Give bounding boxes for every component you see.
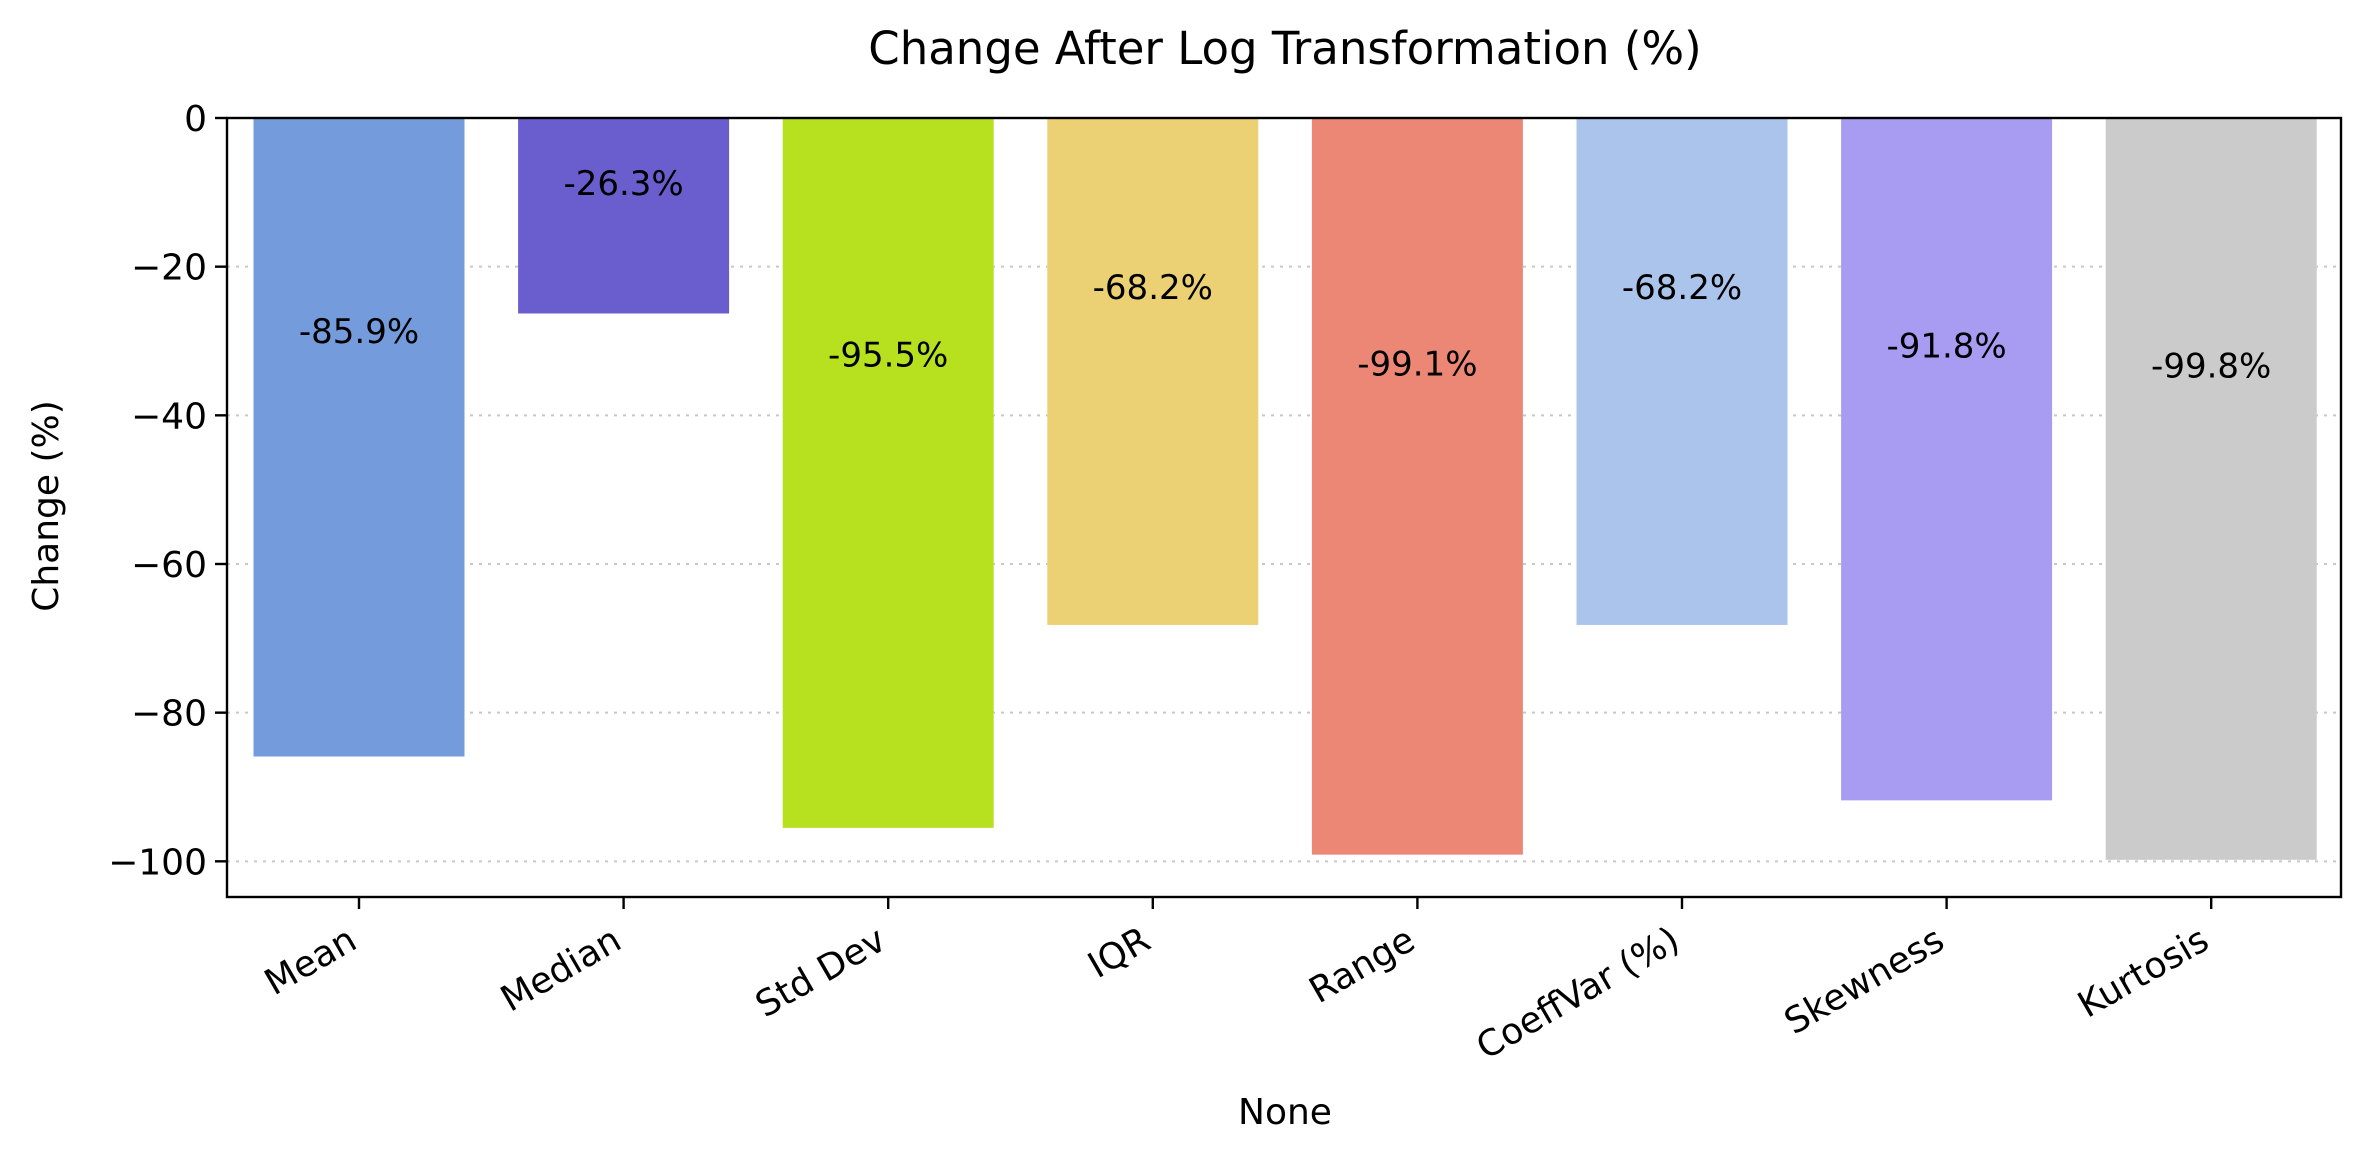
y-tick-label: −100 [108, 842, 207, 883]
x-tick-label: Skewness [1778, 919, 1951, 1043]
y-tick-label: −20 [131, 248, 207, 289]
data-labels: -85.9% -26.3% -95.5% -68.2% -99.1% -68.2% -91.… [299, 164, 2271, 386]
bar-kurtosis [2105, 118, 2317, 860]
x-axis-title: None [1238, 1092, 1332, 1133]
y-tick-label: −60 [131, 545, 207, 586]
y-axis-title: Change (%) [26, 400, 67, 612]
bar-skewness [1841, 118, 2053, 801]
plot-frame [225, 116, 2343, 899]
x-tick-label: Mean [258, 919, 363, 1004]
y-tick-label: −40 [131, 396, 207, 437]
bar-std-dev [782, 118, 994, 828]
x-tick-label: Median [494, 919, 628, 1020]
bar-median [518, 118, 730, 314]
x-tick-label: Kurtosis [2071, 919, 2215, 1026]
x-tick-label: Std Dev [749, 919, 893, 1026]
data-label: -99.1% [1357, 345, 1477, 385]
data-label: -91.8% [1886, 326, 2006, 366]
data-label: -26.3% [563, 164, 683, 204]
bar-coeffvar [1576, 118, 1788, 625]
y-axis: 0 −20 −40 −60 −80 −100 [108, 99, 227, 883]
x-tick-label: Range [1303, 919, 1422, 1012]
y-tick-label: −80 [131, 694, 207, 735]
y-tick-label: 0 [184, 99, 207, 140]
bar-mean [253, 118, 465, 757]
data-label: -68.2% [1622, 268, 1742, 308]
bar-range [1311, 118, 1523, 855]
data-label: -99.8% [2151, 346, 2271, 386]
bar-iqr [1047, 118, 1259, 625]
chart-title: Change After Log Transformation (%) [868, 22, 1701, 75]
bars [253, 118, 2317, 860]
data-label: -95.5% [828, 336, 948, 376]
data-label: -68.2% [1093, 268, 1213, 308]
x-axis: Mean Median Std Dev IQR Range CoeffVar (%) Ske… [258, 897, 2216, 1068]
x-tick-label: IQR [1081, 919, 1157, 986]
x-tick-label: CoeffVar (%) [1470, 919, 1687, 1068]
data-label: -85.9% [299, 312, 419, 352]
